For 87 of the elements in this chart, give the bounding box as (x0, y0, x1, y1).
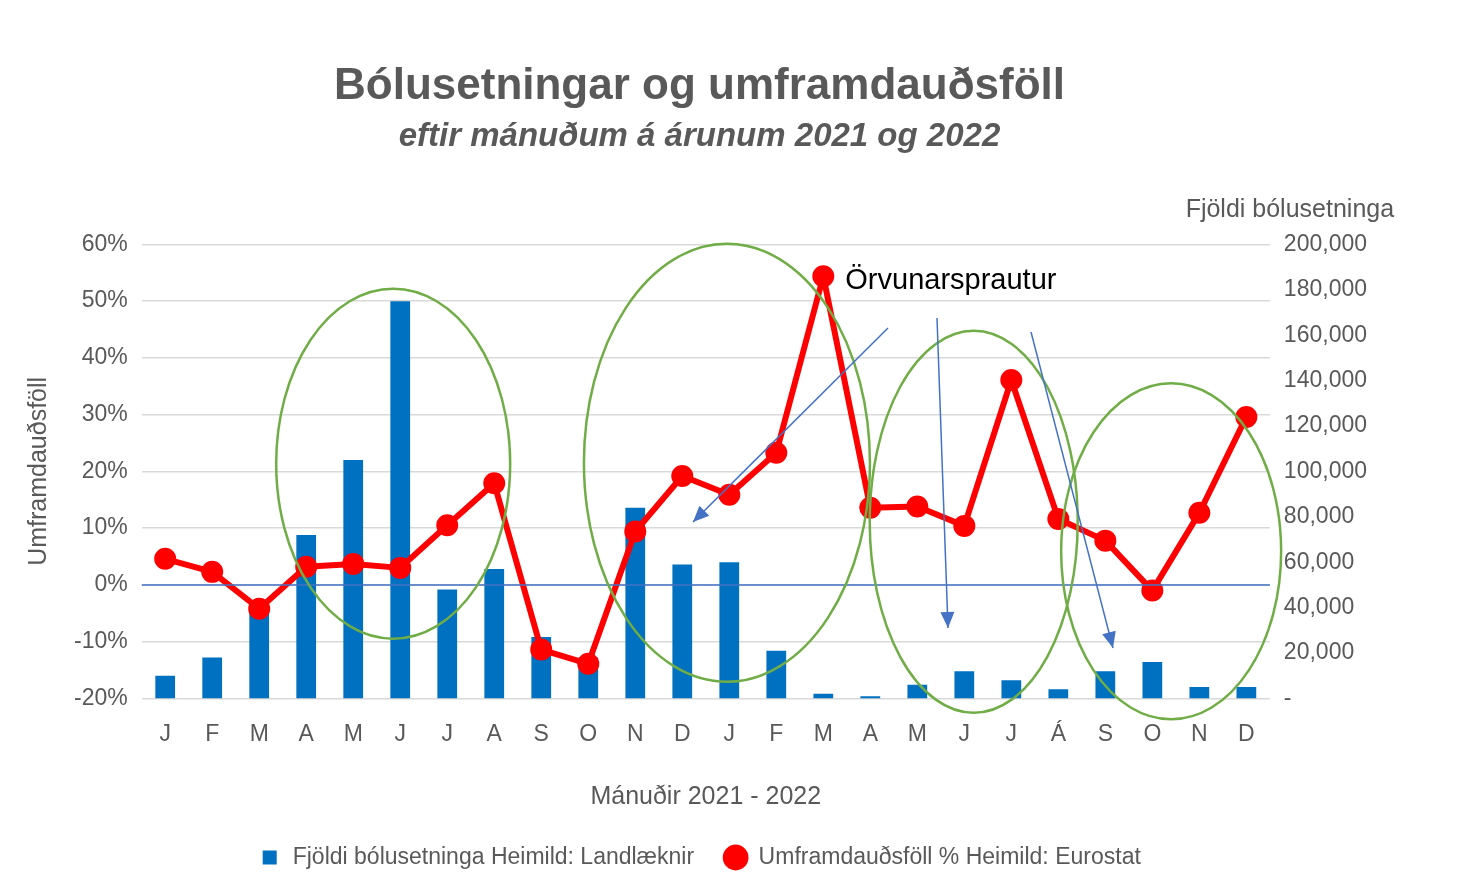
y2-tick-label: 140,000 (1283, 365, 1367, 392)
x-tick-label: M (249, 719, 269, 746)
y-tick-label: 10% (81, 513, 128, 540)
annotation: Örvunarsprautur (845, 263, 1057, 296)
y-axis-title: Umframdauðsföll (22, 376, 51, 566)
y2-tick-label: 40,000 (1283, 592, 1355, 619)
bar (766, 650, 787, 699)
bar (343, 460, 364, 699)
x-tick-label: J (441, 719, 453, 746)
bar (484, 569, 505, 699)
x-tick-label: N (1191, 719, 1208, 746)
point (718, 483, 741, 506)
point (530, 638, 553, 661)
x-tick-label: J (159, 719, 171, 746)
point (389, 556, 412, 579)
bar (719, 562, 740, 699)
y-tick-label: 50% (81, 286, 128, 313)
y2-tick-label: 20,000 (1283, 638, 1355, 665)
y-tick-label: 60% (81, 229, 128, 256)
x-tick-label: A (298, 719, 315, 746)
x-tick-label: D (673, 719, 691, 746)
x-tick-label: O (579, 719, 598, 746)
x-tick-label: A (486, 719, 503, 746)
point (342, 552, 365, 575)
x-tick-label: N (626, 719, 644, 746)
chart-subtitle: eftir mánuðum á árunum 2021 og 2022 (398, 115, 1001, 153)
x-tick-label: S (533, 719, 549, 746)
point (483, 472, 506, 495)
x-axis-title: Mánuðir 2021 - 2022 (590, 780, 822, 809)
point (671, 464, 694, 487)
y-tick-label: 0% (94, 570, 128, 597)
y2-tick-label: 120,000 (1283, 411, 1367, 438)
bar (155, 675, 176, 699)
y2-axis-title: Fjöldi bólusetninga (1185, 193, 1395, 222)
x-tick-label: M (907, 719, 927, 746)
x-tick-label: J (958, 719, 971, 746)
point (436, 514, 459, 537)
y2-tick-label: - (1283, 683, 1292, 710)
x-tick-label: O (1143, 719, 1162, 746)
point (1235, 405, 1258, 428)
bar (1236, 687, 1257, 699)
point (953, 514, 976, 537)
point (201, 560, 224, 583)
x-tick-label: S (1097, 719, 1114, 746)
point (1094, 529, 1117, 552)
y2-tick-label: 180,000 (1283, 275, 1367, 302)
x-tick-label: D (1238, 719, 1255, 746)
chart-title: Bólusetningar og umframdauðsföll (334, 58, 1065, 108)
point (154, 547, 177, 570)
point (812, 265, 835, 288)
y2-tick-label: 60,000 (1283, 547, 1355, 574)
point (248, 597, 271, 620)
bar (202, 657, 223, 699)
x-tick-label: F (769, 719, 784, 746)
point (906, 495, 929, 518)
x-tick-label: J (1005, 719, 1018, 746)
point (624, 520, 647, 543)
bar (954, 671, 975, 699)
x-tick-label: M (343, 719, 363, 746)
y-tick-label: 30% (81, 399, 128, 426)
bar (1142, 662, 1163, 699)
x-tick-label: F (205, 719, 220, 746)
y2-tick-label: 80,000 (1283, 502, 1355, 529)
bar (1001, 680, 1022, 699)
x-tick-label: J (394, 719, 406, 746)
point (1000, 369, 1023, 392)
point (1188, 501, 1211, 524)
bar (672, 564, 693, 699)
y2-tick-label: 100,000 (1283, 456, 1367, 483)
bar (437, 589, 458, 699)
y2-tick-label: 160,000 (1283, 320, 1367, 347)
legend-label: Umframdauðsföll % Heimild: Eurostat (758, 842, 1142, 869)
point (577, 652, 600, 675)
y-tick-label: 20% (81, 456, 128, 483)
bar (390, 301, 411, 699)
point (765, 441, 788, 464)
x-tick-label: A (862, 719, 879, 746)
x-tick-label: M (813, 719, 833, 746)
y-tick-label: -10% (73, 626, 128, 653)
legend-label: Fjöldi bólusetninga Heimild: Landlæknir (292, 842, 695, 869)
y2-tick-label: 200,000 (1283, 229, 1367, 256)
y-tick-label: -20% (73, 683, 128, 710)
x-tick-label: J (723, 719, 736, 746)
bar (1048, 689, 1069, 699)
bar (1189, 687, 1210, 699)
x-tick-label: Á (1050, 719, 1067, 746)
y-tick-label: 40% (81, 343, 128, 370)
